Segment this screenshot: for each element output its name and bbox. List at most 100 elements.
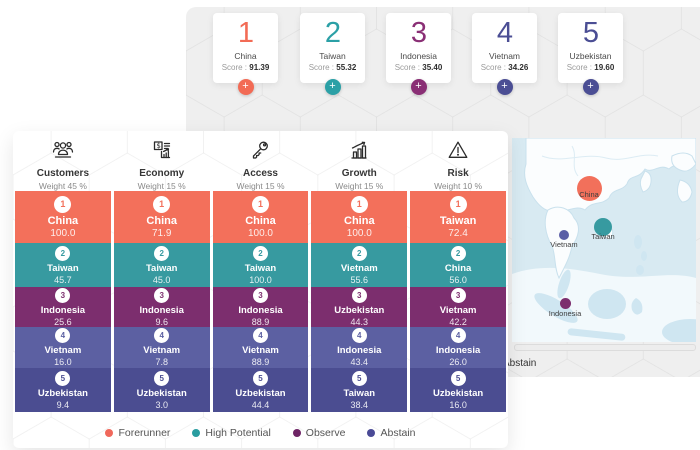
rank-score: Score : 19.60 (558, 63, 623, 72)
score-value: 55.32 (336, 63, 357, 72)
legend-label: Forerunner (118, 427, 171, 439)
cell-value: 44.4 (251, 399, 270, 410)
score-label: Score : (308, 63, 335, 72)
cell-value: 100.0 (249, 274, 272, 285)
rank-country: Uzbekistan (569, 51, 612, 61)
score-value: 34.26 (508, 63, 529, 72)
cell-country: Vietnam (44, 345, 82, 356)
plus-icon[interactable]: + (582, 79, 599, 95)
rank-card-indonesia[interactable]: 3 Indonesia Score : 35.40 + (386, 13, 451, 95)
access-icon (253, 141, 269, 159)
legend-abstain[interactable]: Abstain (367, 427, 416, 439)
cell-risk-rank5[interactable]: 5 Uzbekistan 16.0 (410, 368, 506, 412)
cell-value: 16.0 (54, 357, 72, 367)
rank-badge: 4 (154, 328, 170, 343)
legend-forerunner[interactable]: Forerunner (105, 427, 170, 439)
cell-country: Taiwan (145, 262, 178, 274)
cell-risk-rank2[interactable]: 2 China 56.0 (410, 243, 506, 287)
score-value: 35.40 (422, 63, 443, 72)
cell-economy-rank2[interactable]: 2 Taiwan 45.0 (113, 243, 210, 287)
cell-risk-rank4[interactable]: 4 Indonesia 26.0 (410, 327, 506, 368)
cell-economy-rank1[interactable]: 1 China 71.9 (113, 191, 210, 243)
cell-access-rank3[interactable]: 3 Indonesia 88.9 (212, 287, 309, 327)
plus-icon[interactable]: + (496, 79, 513, 95)
rank-badge: 4 (450, 328, 466, 343)
cell-economy-rank4[interactable]: 4 Vietnam 7.8 (113, 327, 210, 368)
cell-access-rank4[interactable]: 4 Vietnam 88.9 (212, 327, 309, 368)
cell-growth-rank4[interactable]: 4 Indonesia 43.4 (311, 327, 408, 368)
plus-icon[interactable]: + (237, 79, 254, 95)
column-name: Access (242, 168, 278, 179)
rank-badge: 2 (351, 245, 367, 261)
plus-icon[interactable]: + (410, 79, 427, 95)
table-row-rank1: 1 China 100.0 1 China 71.9 1 China 100.0… (15, 191, 506, 243)
cell-access-rank1[interactable]: 1 China 100.0 (212, 191, 309, 243)
cell-customers-rank4[interactable]: 4 Vietnam 16.0 (15, 327, 111, 368)
cell-value: 45.0 (152, 274, 171, 285)
column-growth[interactable]: Growth Weight 15 % (311, 131, 407, 191)
cell-growth-rank5[interactable]: 5 Taiwan 38.4 (311, 368, 408, 412)
column-access[interactable]: Access Weight 15 % (213, 131, 309, 191)
cell-growth-rank1[interactable]: 1 China 100.0 (311, 191, 408, 243)
cell-risk-rank3[interactable]: 3 Vietnam 42.2 (410, 287, 506, 327)
plus-icon[interactable]: + (324, 79, 341, 95)
cell-growth-rank2[interactable]: 2 Vietnam 55.6 (311, 243, 408, 287)
column-customers[interactable]: Customers Weight 45 % (15, 131, 111, 191)
map-marker-taiwan[interactable] (594, 218, 612, 236)
cell-customers-rank5[interactable]: 5 Uzbekistan 9.4 (15, 368, 111, 412)
rank-card-vietnam[interactable]: 4 Vietnam Score : 34.26 + (472, 13, 537, 95)
cell-customers-rank2[interactable]: 2 Taiwan 45.7 (15, 243, 111, 287)
rank-badge: 3 (154, 287, 170, 303)
asia-map[interactable]: China Taiwan Vietnam Indonesia (512, 138, 696, 342)
rank-country: China (234, 51, 257, 61)
column-name: Customers (36, 168, 90, 179)
rank-badge: 1 (153, 195, 171, 213)
table-row-rank5: 5 Uzbekistan 9.4 5 Uzbekistan 3.0 5 Uzbe… (15, 368, 506, 412)
growth-icon (351, 141, 367, 159)
cell-customers-rank1[interactable]: 1 China 100.0 (15, 191, 111, 243)
cell-access-rank2[interactable]: 2 Taiwan 100.0 (212, 243, 309, 287)
rank-card-china[interactable]: 1 China Score : 91.39 + (213, 13, 278, 95)
rank-card-uzbekistan[interactable]: 5 Uzbekistan Score : 19.60 + (558, 13, 623, 95)
column-economy[interactable]: $ Economy Weight 15 % (114, 131, 210, 191)
legend-observe[interactable]: Observe (292, 427, 345, 439)
map-marker-indonesia[interactable] (559, 298, 571, 309)
legend-label: High Potential (205, 427, 271, 439)
rank-badge: 5 (55, 370, 71, 386)
rank-badge: 2 (55, 245, 71, 261)
map-marker-vietnam[interactable] (559, 230, 569, 240)
cell-country: China (444, 262, 472, 274)
rank-card-taiwan[interactable]: 2 Taiwan Score : 55.32 + (300, 13, 365, 95)
cell-country: Vietnam (439, 304, 477, 316)
cell-economy-rank3[interactable]: 3 Indonesia 9.6 (113, 287, 210, 327)
cell-value: 26.0 (449, 357, 467, 367)
cell-access-rank5[interactable]: 5 Uzbekistan 44.4 (212, 368, 309, 412)
legend-high-potential[interactable]: High Potential (192, 427, 271, 439)
cell-customers-rank3[interactable]: 3 Indonesia 25.6 (15, 287, 111, 327)
column-risk[interactable]: Risk Weight 10 % (410, 131, 506, 191)
cell-country: Indonesia (40, 304, 86, 316)
rank-badge: 5 (351, 370, 367, 386)
cell-risk-rank1[interactable]: 1 Taiwan 72.4 (410, 191, 506, 243)
cell-value: 25.6 (54, 316, 72, 327)
rank-badge: 1 (251, 195, 269, 213)
map-scrollbar[interactable] (514, 344, 696, 351)
column-name: Risk (447, 168, 469, 179)
rank-badge: 1 (350, 195, 368, 213)
map-label-indonesia: Indonesia (548, 309, 582, 318)
column-weight: Weight 45 % (38, 181, 87, 191)
score-value: 19.60 (594, 63, 615, 72)
rank-badge: 2 (252, 245, 268, 261)
cell-country: Indonesia (435, 345, 481, 356)
map-label-vietnam: Vietnam (550, 240, 578, 249)
cell-value: 55.6 (350, 274, 369, 285)
cell-country: Indonesia (139, 304, 184, 316)
map-marker-china[interactable] (576, 175, 602, 201)
legend-dot (192, 429, 201, 437)
cell-country: China (344, 214, 375, 227)
cell-country: Taiwan (47, 262, 79, 274)
cell-economy-rank5[interactable]: 5 Uzbekistan 3.0 (113, 368, 210, 412)
table-row-rank4: 4 Vietnam 16.0 4 Vietnam 7.8 4 Vietnam 8… (15, 327, 506, 368)
cell-growth-rank3[interactable]: 3 Uzbekistan 44.3 (311, 287, 408, 327)
cell-country: Vietnam (340, 262, 378, 274)
